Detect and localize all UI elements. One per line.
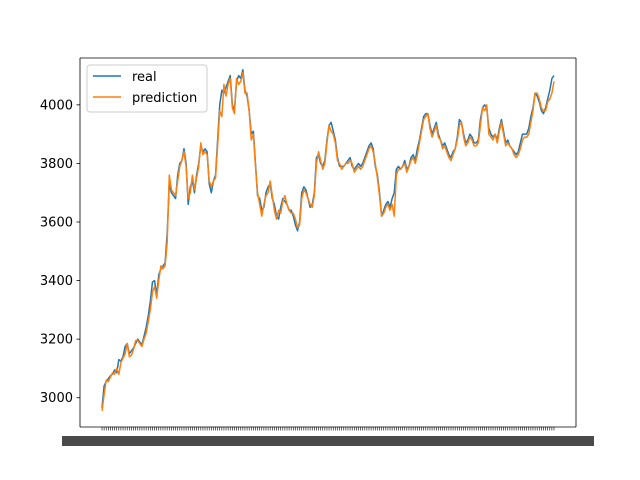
y-tick-label: 3800 <box>40 157 73 172</box>
x-axis-ticks <box>62 427 594 446</box>
legend-label-real: real <box>132 70 157 85</box>
y-tick-label: 3200 <box>40 333 73 348</box>
series-line-prediction <box>101 71 555 411</box>
y-tick-label: 4000 <box>40 98 73 113</box>
y-axis-ticks: 3000 3200 3400 3600 3800 4000 <box>40 98 80 406</box>
y-tick-label: 3600 <box>40 216 73 231</box>
series-layer <box>101 68 555 411</box>
legend: real prediction <box>86 64 208 113</box>
legend-label-prediction: prediction <box>132 91 197 106</box>
y-tick-label: 3000 <box>40 391 73 406</box>
y-tick-label: 3400 <box>40 274 73 289</box>
axes-spines <box>79 57 577 428</box>
x-tick-labels-overlapping <box>62 436 594 446</box>
plot-area <box>80 58 576 427</box>
